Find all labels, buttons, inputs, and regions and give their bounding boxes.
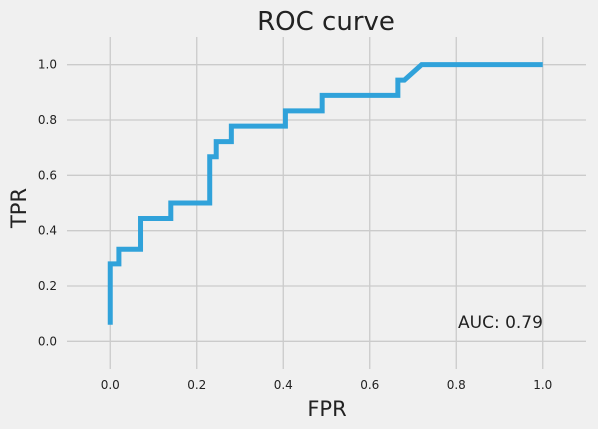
roc-curve-line [107,62,543,325]
x-tick-label: 0.4 [274,378,293,392]
y-axis-label: TPR [7,188,31,229]
x-tick-label: 1.0 [533,378,552,392]
x-tick-label: 0.6 [360,378,379,392]
auc-annotation: AUC: 0.79 [458,313,543,333]
y-tick-label: 0.0 [38,334,57,348]
y-tick-labels: 0.0 0.2 0.4 0.6 0.8 1.0 [38,58,57,349]
chart-title: ROC curve [257,7,395,37]
y-tick-label: 0.4 [38,224,57,238]
y-tick-label: 1.0 [38,58,57,72]
y-tick-label: 0.6 [38,168,57,182]
x-tick-label: 0.2 [187,378,206,392]
x-axis-label: FPR [307,397,346,421]
y-tick-label: 0.2 [38,279,57,293]
x-tick-labels: 0.0 0.2 0.4 0.6 0.8 1.0 [101,378,553,392]
y-tick-label: 0.8 [38,113,57,127]
grid-lines [67,37,586,369]
x-tick-label: 0.8 [447,378,466,392]
x-tick-label: 0.0 [101,378,120,392]
